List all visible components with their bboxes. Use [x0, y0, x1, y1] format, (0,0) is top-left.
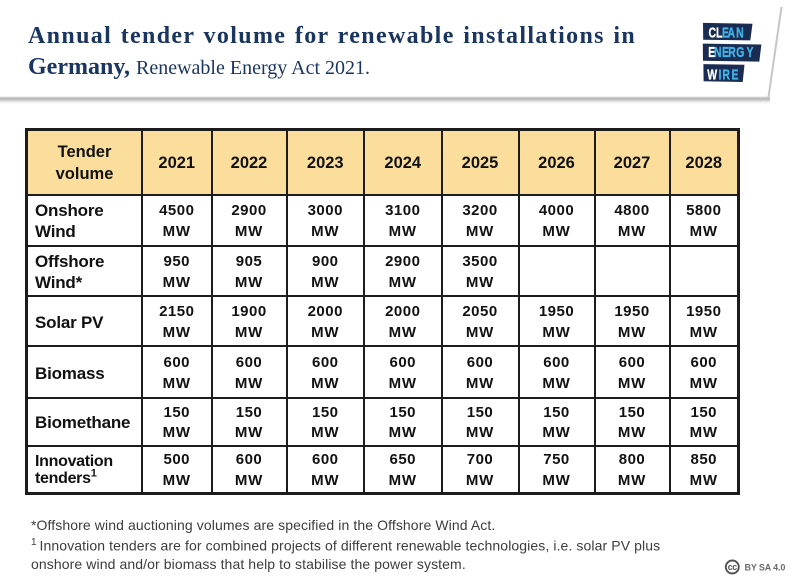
svg-text:cc: cc — [728, 562, 738, 572]
svg-text:WIRE: WIRE — [707, 67, 738, 83]
svg-text:ENERGY: ENERGY — [708, 44, 754, 60]
svg-text:BY SA 4.0: BY SA 4.0 — [745, 562, 786, 572]
svg-text:CLEAN: CLEAN — [709, 25, 744, 41]
